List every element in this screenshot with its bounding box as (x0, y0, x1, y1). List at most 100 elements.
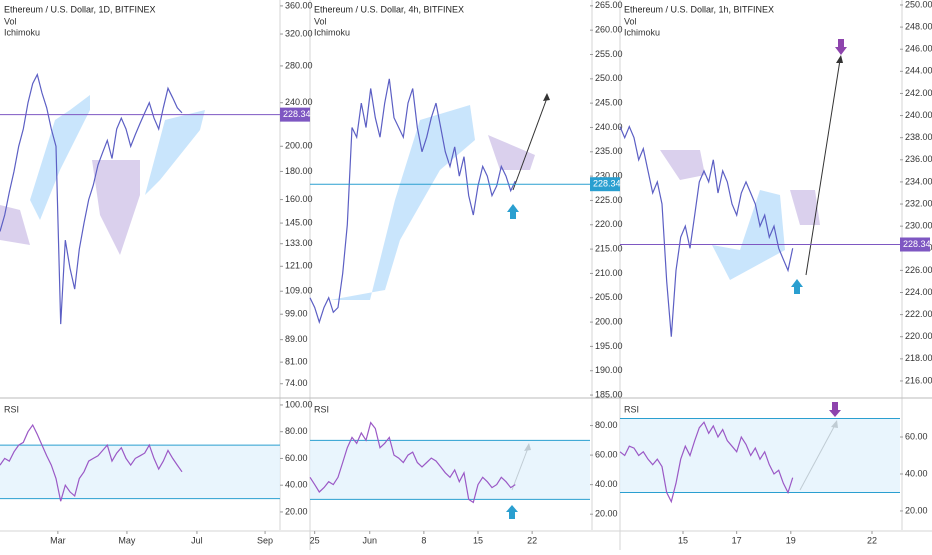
y-tick-label: 215.00 (595, 243, 623, 253)
cloud (790, 190, 820, 225)
y-tick-label: 40.00 (285, 480, 308, 490)
y-tick-label: 89.00 (285, 334, 308, 344)
y-tick-label: 40.00 (595, 479, 618, 489)
cloud (30, 95, 90, 220)
price-line (309, 78, 516, 325)
indicator-label: Ichimoku (314, 27, 350, 37)
x-tick-label: 19 (786, 535, 796, 545)
arrow-line (805, 59, 841, 276)
y-tick-label: 81.00 (285, 357, 308, 367)
x-tick-label: May (118, 535, 136, 545)
cloud (145, 110, 205, 195)
x-tick-label: 15 (473, 535, 483, 545)
pane-label: RSI (4, 404, 19, 414)
cloud (712, 190, 785, 280)
indicator-label: Vol (4, 16, 17, 26)
x-tick-label: Sep (257, 535, 273, 545)
y-tick-label: 232.00 (905, 198, 932, 208)
y-tick-label: 210.00 (595, 268, 623, 278)
rsi-line (0, 423, 183, 502)
last-price-box (590, 177, 620, 192)
y-tick-label: 200.00 (285, 141, 313, 151)
y-tick-label: 226.00 (905, 265, 932, 275)
y-tick-label: 109.00 (285, 286, 313, 296)
y-tick-label: 255.00 (595, 49, 623, 59)
x-tick-label: Mar (50, 535, 66, 545)
buy-arrow (507, 204, 519, 219)
y-tick-label: 20.00 (285, 506, 308, 516)
y-tick-label: 80.00 (595, 420, 618, 430)
y-tick-label: 60.00 (285, 453, 308, 463)
y-tick-label: 240.00 (595, 122, 623, 132)
y-tick-label: 248.00 (905, 21, 932, 31)
y-tick-label: 190.00 (595, 365, 623, 375)
y-tick-label: 205.00 (595, 292, 623, 302)
y-tick-label: 218.00 (905, 353, 932, 363)
x-tick-label: 8 (421, 535, 426, 545)
y-tick-label: 250.00 (905, 0, 932, 9)
arrow-line (512, 97, 548, 191)
buy-arrow (791, 279, 803, 294)
pane-label: RSI (624, 404, 639, 414)
y-tick-label: 180.00 (285, 166, 313, 176)
y-tick-label: 60.00 (595, 449, 618, 459)
y-tick-label: 216.00 (905, 375, 932, 385)
y-tick-label: 195.00 (595, 341, 623, 351)
y-tick-label: 320.00 (285, 28, 313, 38)
indicator-label: Vol (624, 16, 637, 26)
y-tick-label: 280.00 (285, 60, 313, 70)
y-tick-label: 220.00 (905, 331, 932, 341)
y-tick-label: 99.00 (285, 309, 308, 319)
indicator-label: Vol (314, 16, 327, 26)
rsi-band (310, 440, 590, 500)
y-tick-label: 200.00 (595, 316, 623, 326)
sell-arrow (829, 402, 841, 417)
y-tick-label: 40.00 (905, 468, 928, 478)
y-tick-label: 20.00 (905, 505, 928, 515)
last-price-label: 228.34 (903, 239, 931, 249)
y-tick-label: 121.00 (285, 261, 313, 271)
price-line (0, 72, 183, 325)
y-tick-label: 244.00 (905, 66, 932, 76)
y-tick-label: 235.00 (595, 146, 623, 156)
buy-arrow (506, 505, 518, 519)
y-tick-label: 60.00 (905, 431, 928, 441)
y-tick-label: 360.00 (285, 0, 313, 10)
y-tick-label: 224.00 (905, 287, 932, 297)
indicator-label: Ichimoku (4, 27, 40, 37)
indicator-label: Ichimoku (624, 27, 660, 37)
y-tick-label: 250.00 (595, 73, 623, 83)
y-tick-label: 240.00 (285, 97, 313, 107)
x-tick-label: Jul (191, 535, 203, 545)
y-tick-label: 145.00 (285, 217, 313, 227)
price-line (619, 125, 794, 337)
sell-arrow (835, 39, 847, 55)
last-price-box (900, 237, 930, 252)
y-tick-label: 236.00 (905, 154, 932, 164)
rsi-band (620, 418, 900, 493)
y-tick-label: 230.00 (595, 170, 623, 180)
cloud (488, 135, 535, 170)
y-tick-label: 185.00 (595, 389, 623, 399)
chart-title: Ethereum / U.S. Dollar, 1D, BITFINEX (4, 4, 156, 14)
rsi-line (619, 421, 794, 504)
rsi-band (0, 445, 280, 499)
last-price-label: 228.34 (593, 179, 621, 189)
x-tick-label: 25 (310, 535, 320, 545)
x-tick-label: 22 (867, 535, 877, 545)
y-tick-label: 230.00 (905, 221, 932, 231)
cloud (330, 105, 475, 300)
y-tick-label: 260.00 (595, 25, 623, 35)
y-tick-label: 20.00 (595, 509, 618, 519)
chart-title: Ethereum / U.S. Dollar, 4h, BITFINEX (314, 4, 464, 14)
chart-title: Ethereum / U.S. Dollar, 1h, BITFINEX (624, 4, 774, 14)
x-tick-label: Jun (362, 535, 377, 545)
y-tick-label: 220.00 (595, 219, 623, 229)
y-tick-label: 74.00 (285, 378, 308, 388)
rsi-line (309, 421, 516, 504)
cloud (92, 160, 140, 255)
x-tick-label: 22 (527, 535, 537, 545)
cloud (0, 205, 30, 245)
y-tick-label: 225.00 (595, 195, 623, 205)
